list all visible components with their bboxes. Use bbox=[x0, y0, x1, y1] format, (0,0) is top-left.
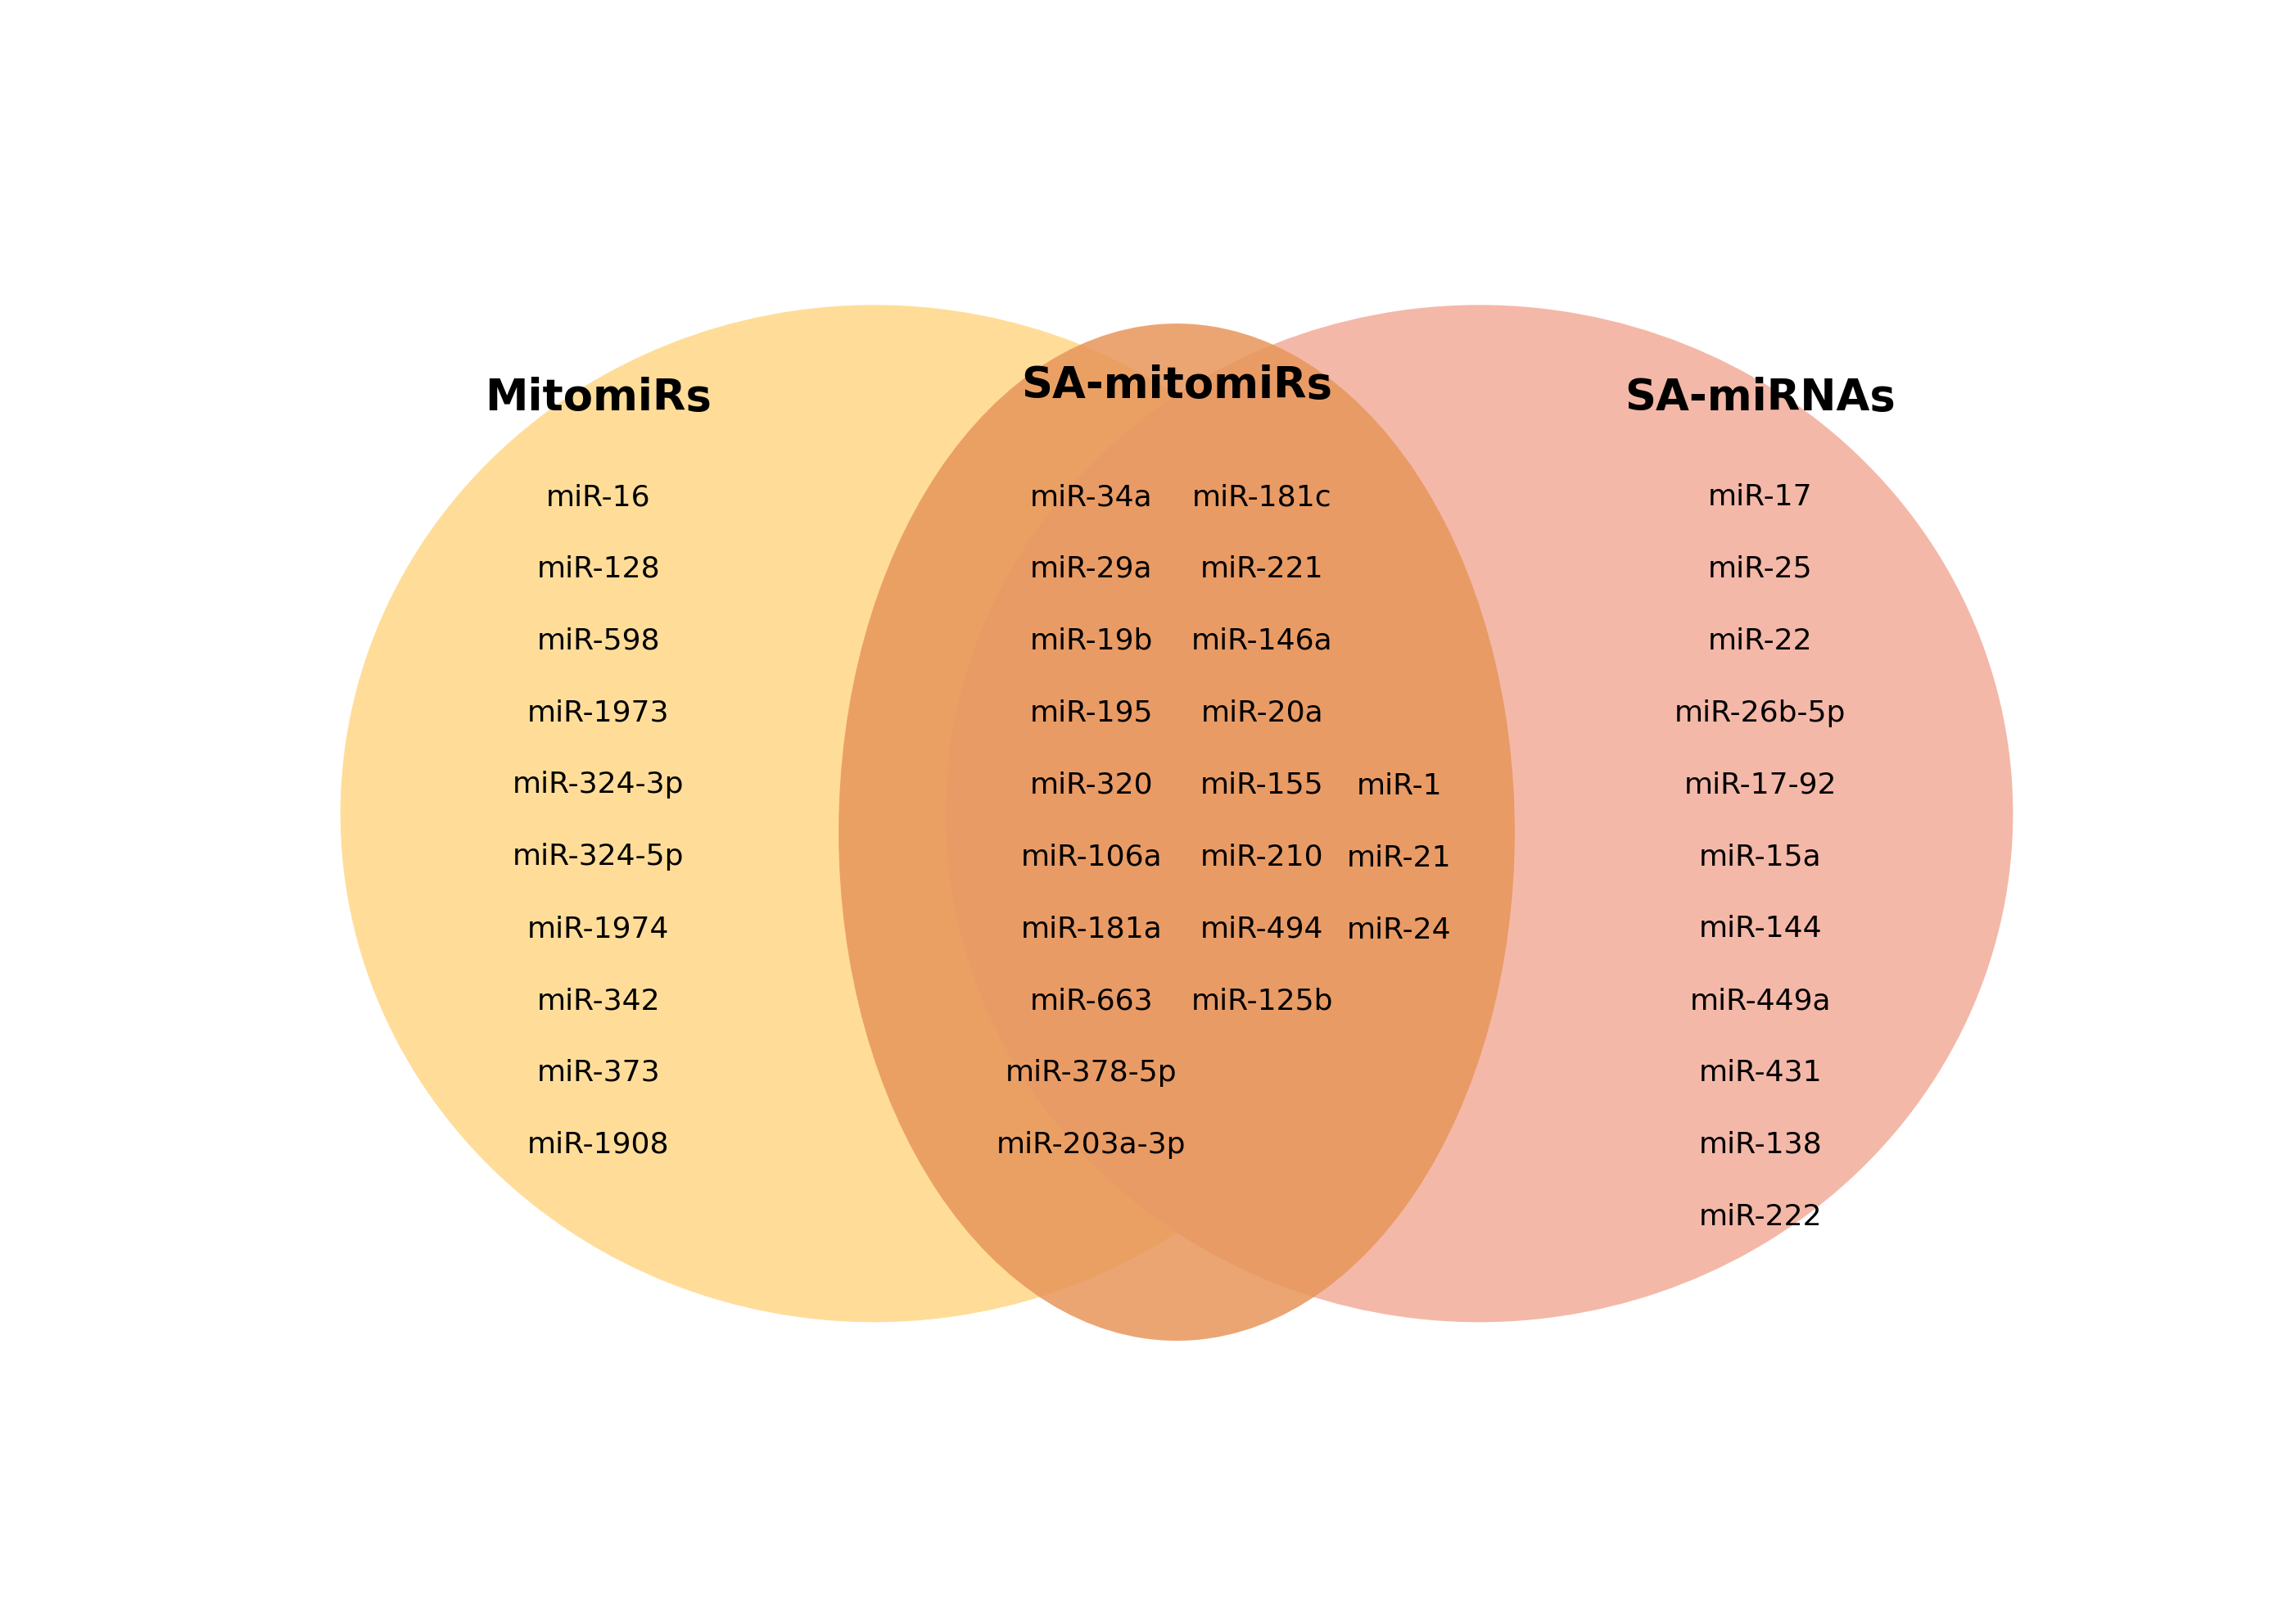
Text: miR-26b-5p: miR-26b-5p bbox=[1674, 699, 1846, 727]
Text: miR-15a: miR-15a bbox=[1699, 843, 1821, 872]
Text: miR-144: miR-144 bbox=[1699, 915, 1823, 942]
Text: miR-181c: miR-181c bbox=[1192, 483, 1332, 511]
Ellipse shape bbox=[340, 304, 1407, 1323]
Text: miR-29a: miR-29a bbox=[1031, 556, 1153, 583]
Text: miR-663: miR-663 bbox=[1029, 988, 1153, 1015]
Text: miR-25: miR-25 bbox=[1708, 556, 1812, 583]
Text: miR-1908: miR-1908 bbox=[528, 1131, 670, 1158]
Text: miR-106a: miR-106a bbox=[1022, 843, 1162, 872]
Ellipse shape bbox=[838, 324, 1515, 1340]
Text: miR-19b: miR-19b bbox=[1029, 627, 1153, 656]
Text: miR-195: miR-195 bbox=[1029, 699, 1153, 727]
Text: miR-378-5p: miR-378-5p bbox=[1006, 1058, 1178, 1087]
Text: miR-449a: miR-449a bbox=[1690, 988, 1830, 1015]
Text: miR-17: miR-17 bbox=[1708, 483, 1812, 511]
Text: miR-17-92: miR-17-92 bbox=[1683, 772, 1837, 799]
Text: miR-373: miR-373 bbox=[537, 1058, 659, 1087]
Text: miR-324-5p: miR-324-5p bbox=[512, 843, 684, 872]
Text: miR-125b: miR-125b bbox=[1192, 988, 1334, 1015]
Ellipse shape bbox=[946, 304, 2014, 1323]
Text: miR-24: miR-24 bbox=[1348, 917, 1451, 944]
Text: SA-miRNAs: SA-miRNAs bbox=[1626, 377, 1896, 419]
Text: miR-342: miR-342 bbox=[537, 988, 659, 1015]
Text: miR-320: miR-320 bbox=[1029, 772, 1153, 799]
Text: miR-146a: miR-146a bbox=[1192, 627, 1332, 656]
Text: miR-494: miR-494 bbox=[1201, 915, 1325, 942]
Text: miR-34a: miR-34a bbox=[1031, 483, 1153, 511]
Text: miR-221: miR-221 bbox=[1201, 556, 1325, 583]
Text: miR-1973: miR-1973 bbox=[528, 699, 670, 727]
Text: MitomiRs: MitomiRs bbox=[484, 377, 712, 419]
Text: miR-598: miR-598 bbox=[537, 627, 659, 656]
Text: miR-1: miR-1 bbox=[1357, 772, 1442, 801]
Text: SA-mitomiRs: SA-mitomiRs bbox=[1022, 364, 1332, 408]
Text: miR-16: miR-16 bbox=[546, 483, 650, 511]
Text: miR-431: miR-431 bbox=[1699, 1058, 1823, 1087]
Text: miR-324-3p: miR-324-3p bbox=[512, 772, 684, 799]
Text: miR-155: miR-155 bbox=[1201, 772, 1325, 799]
Text: miR-22: miR-22 bbox=[1708, 627, 1812, 656]
Text: miR-1974: miR-1974 bbox=[528, 915, 670, 942]
Text: miR-20a: miR-20a bbox=[1201, 699, 1322, 727]
Text: miR-203a-3p: miR-203a-3p bbox=[996, 1131, 1187, 1158]
Text: miR-21: miR-21 bbox=[1348, 844, 1451, 872]
Text: miR-181a: miR-181a bbox=[1019, 915, 1162, 942]
Text: miR-128: miR-128 bbox=[537, 556, 661, 583]
Text: miR-222: miR-222 bbox=[1699, 1203, 1823, 1231]
Text: miR-138: miR-138 bbox=[1699, 1131, 1823, 1158]
Text: miR-210: miR-210 bbox=[1201, 843, 1325, 872]
